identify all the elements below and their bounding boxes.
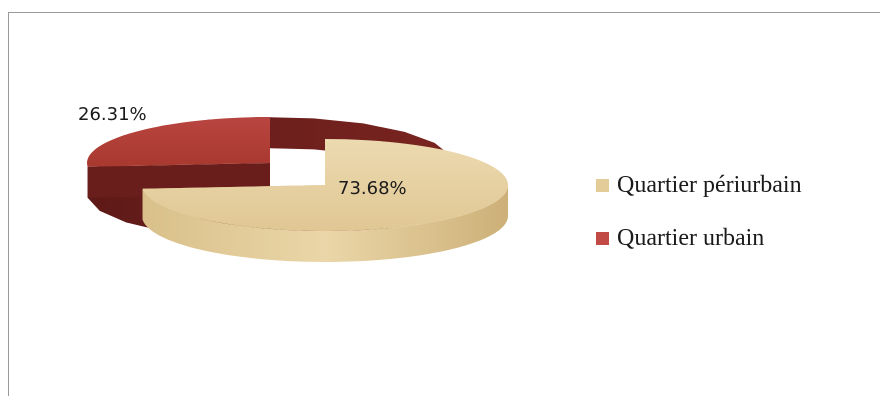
legend: Quartier périurbain Quartier urbain bbox=[596, 168, 802, 274]
legend-item-periurbain: Quartier périurbain bbox=[596, 168, 802, 202]
legend-label-periurbain: Quartier périurbain bbox=[617, 171, 802, 198]
chart-frame bbox=[8, 12, 880, 396]
legend-label-urbain: Quartier urbain bbox=[617, 224, 765, 251]
data-label-periurbain: 73.68% bbox=[338, 178, 407, 199]
legend-swatch-periurbain bbox=[596, 178, 609, 192]
slice-periurbain bbox=[142, 139, 508, 231]
slice-urbain bbox=[87, 117, 270, 167]
slice-periurbain-side bbox=[142, 185, 508, 262]
data-label-urbain: 26.31% bbox=[78, 104, 147, 125]
legend-item-urbain: Quartier urbain bbox=[596, 221, 802, 255]
legend-swatch-urbain bbox=[596, 231, 609, 245]
